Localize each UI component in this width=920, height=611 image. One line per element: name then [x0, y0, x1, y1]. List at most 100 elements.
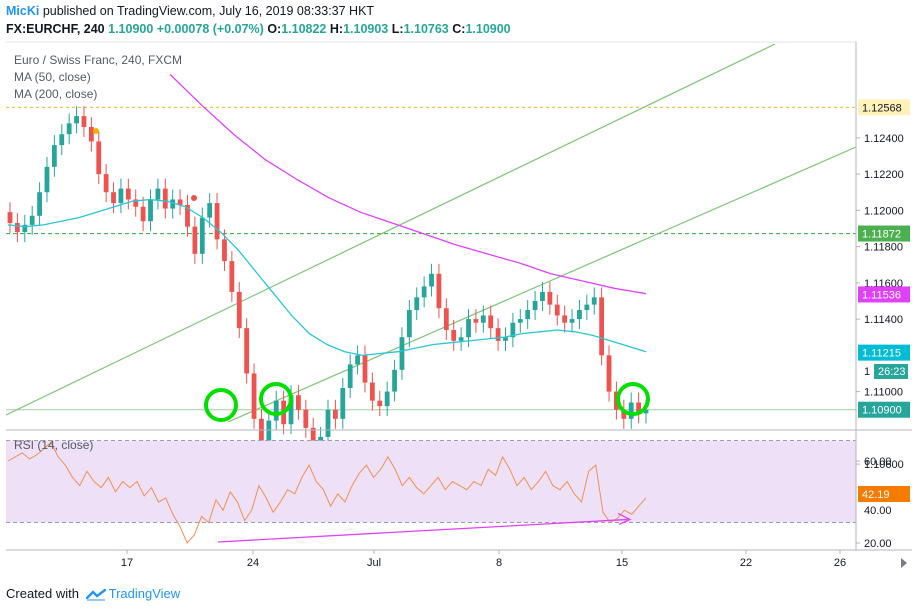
ma200-line — [169, 73, 647, 295]
price-badge — [858, 401, 910, 418]
axes: 1.124001.122001.120001.118001.116001.114… — [6, 41, 912, 569]
rsi-value-label: 42.19 — [862, 489, 890, 501]
low-value: 1.10763 — [403, 22, 449, 36]
candle-body — [325, 409, 331, 437]
main-pane[interactable] — [5, 43, 857, 467]
candle-body — [103, 174, 109, 193]
candle-body — [51, 145, 57, 167]
candle-body — [384, 391, 390, 407]
candle-body — [22, 224, 28, 233]
candle-body — [310, 427, 316, 446]
candle-body — [466, 319, 471, 338]
candle-body — [244, 328, 250, 374]
candle-body — [377, 400, 383, 407]
candle-body — [621, 409, 627, 419]
open-value: 1.10822 — [281, 22, 327, 36]
high-value: 1.10903 — [343, 22, 389, 36]
candle-body — [133, 199, 139, 207]
channel-upper-line — [5, 43, 776, 416]
candle-body — [7, 212, 13, 224]
last-price: 1.10900 — [108, 22, 154, 36]
price-tick-label: 1.12400 — [864, 133, 904, 145]
candle-body — [443, 308, 449, 330]
candle-body — [525, 310, 531, 320]
candle-body — [214, 203, 220, 240]
price-tick-label: 1.11000 — [864, 387, 903, 399]
candle-body — [451, 329, 457, 341]
price-tick-label: 1.12000 — [864, 205, 904, 217]
candle-body — [162, 188, 168, 209]
time-tick-label: 17 — [121, 557, 133, 569]
candle-body — [125, 188, 131, 200]
countdown-badge — [874, 364, 908, 379]
price-badge — [858, 286, 910, 303]
price-badge-label: 1.11536 — [862, 289, 901, 301]
time-tick-label: 26 — [834, 557, 846, 569]
time-tick-label: Jul — [367, 557, 381, 569]
rsi-tick-label: 20.00 — [864, 538, 892, 550]
candle-body — [340, 387, 346, 419]
footer: Created with TradingView — [6, 586, 180, 602]
chart-title: Euro / Swiss Franc, 240, FXCM — [14, 53, 183, 67]
signal-dot — [191, 195, 197, 201]
time-tick-label: 15 — [616, 557, 628, 569]
candle-body — [399, 337, 405, 370]
published-text: published on TradingView.com, July 16, 2… — [39, 4, 375, 18]
candle-body — [332, 409, 338, 419]
candle-body — [577, 310, 582, 320]
candle-body — [81, 116, 87, 127]
candle-body — [510, 322, 516, 338]
time-tick-label: 22 — [740, 557, 752, 569]
price-tick-label: 1.10600 — [864, 459, 904, 471]
tradingview-brand-link[interactable]: TradingView — [108, 586, 181, 601]
price-tick-label: 1.11400 — [864, 314, 903, 326]
candle-body — [303, 409, 309, 428]
candle-body — [111, 192, 116, 204]
candle-body — [251, 373, 257, 419]
candle-body — [584, 304, 590, 311]
candle-body — [591, 297, 597, 305]
candle-body — [429, 273, 434, 287]
price-tick-label: 1.12200 — [864, 169, 904, 181]
candle-body — [480, 315, 486, 323]
price-tick-label-partial: 1 — [864, 366, 870, 378]
candle-body — [599, 297, 605, 356]
price-badge-label: 1.12568 — [862, 102, 902, 114]
open-label: O: — [267, 22, 282, 36]
low-highlight-circle — [259, 382, 293, 416]
ma50-legend: MA (50, close) — [14, 70, 91, 84]
time-tick-label: 8 — [496, 557, 502, 569]
candle-body — [273, 400, 279, 421]
rsi-pane[interactable] — [6, 440, 856, 544]
candle-body — [414, 297, 420, 311]
candle-body — [355, 355, 360, 365]
rsi-tick-label: 60.00 — [864, 456, 892, 468]
candle-body — [296, 395, 301, 410]
author-link[interactable]: MicKi — [6, 4, 40, 18]
price-tick-label: 1.11800 — [864, 242, 903, 254]
candle-body — [643, 409, 649, 414]
created-with-text: Created with — [6, 586, 79, 601]
candle-body — [266, 420, 272, 446]
candle-body — [540, 291, 545, 301]
rsi-band — [6, 440, 856, 523]
candle-body — [177, 199, 183, 205]
candle-body — [66, 123, 72, 135]
candle-body — [14, 223, 20, 233]
ma200-legend: MA (200, close) — [14, 87, 98, 101]
candle-body — [118, 188, 124, 204]
rsi-divergence-line — [217, 518, 629, 543]
candle-body — [517, 319, 523, 323]
candle-body — [495, 328, 501, 341]
signal-dot — [93, 128, 99, 134]
scroll-right-icon — [901, 558, 907, 568]
high-label: H: — [329, 22, 344, 36]
candle-body — [59, 134, 65, 146]
rsi-divergence-arrowhead — [617, 512, 632, 526]
price-badge — [858, 99, 910, 116]
candle-body — [37, 192, 42, 216]
rsi-value-badge — [858, 486, 910, 502]
candle-body — [392, 369, 397, 392]
candle-body — [207, 203, 213, 218]
